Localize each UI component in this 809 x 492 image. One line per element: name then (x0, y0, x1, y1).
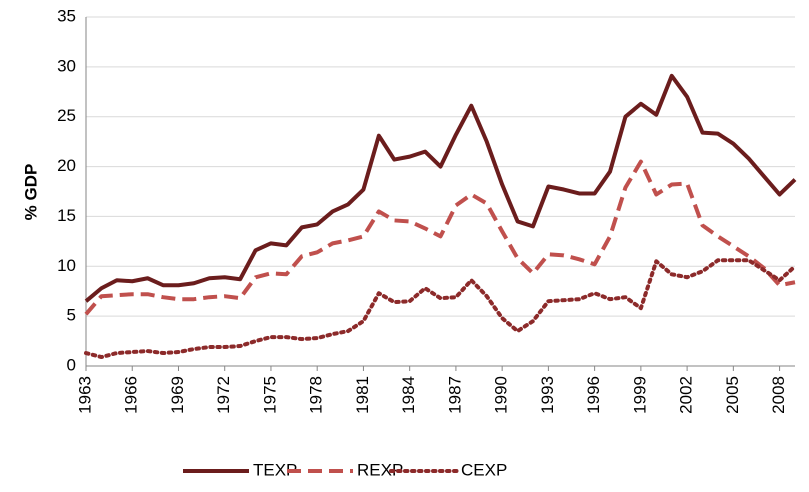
x-tick-label: 1972 (214, 376, 233, 414)
y-tick-label: 5 (67, 306, 76, 325)
y-tick-label: 30 (57, 56, 76, 75)
y-tick-label: 35 (57, 6, 76, 25)
x-tick-label: 1975 (260, 376, 279, 414)
x-tick-label: 2008 (769, 376, 788, 414)
x-tick-label: 1978 (307, 376, 326, 414)
x-tick-label: 2002 (677, 376, 696, 414)
series-line (84, 73, 797, 303)
y-axis-label: % GDP (21, 164, 40, 221)
y-tick-label: 15 (57, 206, 76, 225)
x-tick-label: 1990 (492, 376, 511, 414)
x-tick-label: 1969 (168, 376, 187, 414)
x-tick-label: 1987 (445, 376, 464, 414)
y-tick-label: 0 (67, 355, 76, 374)
x-tick-label: 1993 (538, 376, 557, 414)
x-tick-label: 1981 (353, 376, 372, 414)
x-tick-label: 1996 (584, 376, 603, 414)
x-tick-label: 1999 (630, 376, 649, 414)
y-tick-label: 20 (57, 156, 76, 175)
series-line (84, 258, 797, 360)
y-tick-label: 10 (57, 256, 76, 275)
y-tick-label: 25 (57, 106, 76, 125)
x-tick-label: 1966 (122, 376, 141, 414)
legend-label: CEXP (461, 460, 507, 479)
legend-label: REXP (357, 460, 403, 479)
x-tick-label: 1963 (75, 376, 94, 414)
legend-label: TEXP (253, 460, 297, 479)
x-tick-label: 1984 (399, 376, 418, 414)
x-tick-label: 2005 (723, 376, 742, 414)
series-line (84, 159, 796, 316)
